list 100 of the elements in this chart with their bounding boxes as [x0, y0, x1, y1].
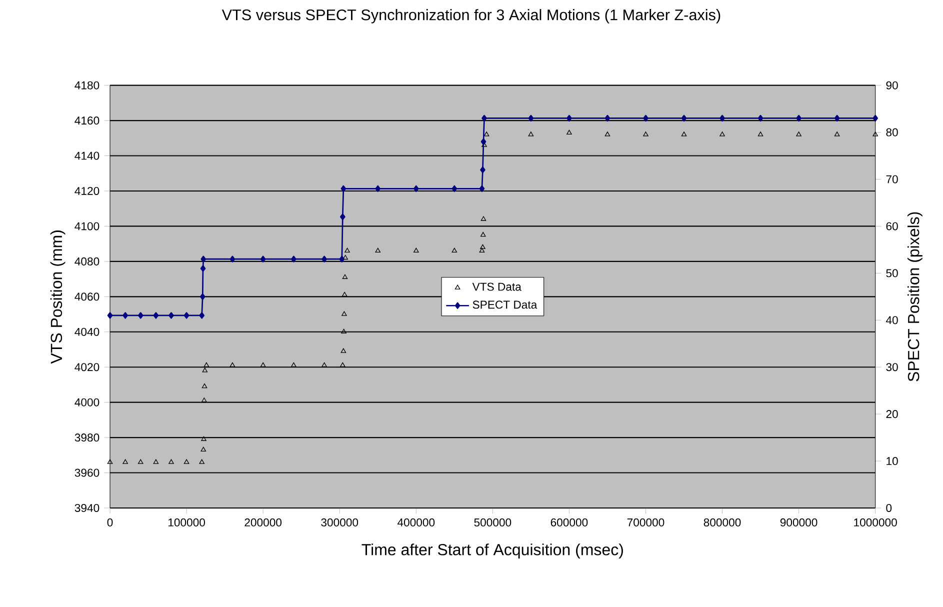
point — [340, 362, 346, 368]
point — [566, 114, 572, 122]
point — [834, 132, 840, 136]
point — [834, 114, 840, 122]
point — [291, 256, 296, 262]
point — [204, 362, 210, 368]
point — [413, 248, 419, 253]
point — [122, 312, 128, 319]
point — [230, 256, 236, 262]
point — [199, 312, 205, 319]
y-tick-label: 4000 — [74, 398, 100, 406]
point — [528, 132, 534, 136]
point — [200, 265, 206, 272]
y2-tick-label: 30 — [886, 363, 898, 372]
point — [480, 216, 486, 221]
y-tick-label: 3940 — [74, 504, 100, 512]
y-tick-label: 4020 — [74, 363, 100, 372]
point — [201, 436, 206, 441]
y2-tick-label: 0 — [886, 504, 892, 512]
point — [260, 256, 266, 262]
y-tick-label: 3960 — [74, 468, 100, 477]
point — [107, 459, 113, 464]
point — [291, 362, 296, 368]
point — [322, 362, 327, 368]
point — [168, 312, 174, 319]
y-tick-label: 4040 — [74, 328, 100, 336]
y-tick-label: 4100 — [74, 222, 100, 230]
point — [720, 114, 725, 122]
x-tick-label: 200000 — [244, 518, 282, 526]
chart-title: VTS versus SPECT Synchronization for 3 Axial Motions (1 Marker Z-axis) — [222, 9, 720, 24]
point — [758, 132, 764, 136]
point — [484, 132, 490, 136]
point — [322, 256, 327, 262]
point — [344, 248, 350, 253]
y2-tick-label: 50 — [886, 269, 898, 278]
x-tick-label: 500000 — [474, 518, 512, 526]
x-tick-label: 0 — [107, 518, 113, 526]
point — [796, 132, 802, 136]
x-tick-label: 100000 — [168, 518, 205, 526]
point — [260, 362, 266, 368]
point — [342, 292, 348, 297]
x-tick-label: 300000 — [321, 518, 358, 526]
point — [720, 132, 725, 136]
x-tick-label: 1000000 — [854, 518, 897, 526]
point — [796, 114, 802, 122]
point — [375, 248, 381, 253]
y2-tick-label: 20 — [886, 410, 898, 418]
point — [153, 312, 159, 319]
point — [413, 185, 419, 192]
point — [168, 459, 174, 464]
point — [604, 132, 610, 136]
point — [340, 185, 346, 192]
point — [138, 459, 144, 464]
point — [200, 293, 206, 300]
point — [643, 132, 648, 136]
legend-label: SPECT Data — [472, 300, 538, 309]
point — [528, 114, 534, 122]
y-tick-label: 4180 — [74, 81, 100, 90]
y2-tick-label: 60 — [886, 222, 898, 230]
point — [184, 459, 190, 464]
x-axis-title: Time after Start of Acquisition (msec) — [362, 544, 623, 558]
point — [199, 459, 204, 464]
point — [202, 398, 207, 402]
y2-tick-label: 10 — [886, 457, 898, 466]
y-tick-label: 4080 — [74, 257, 100, 266]
point — [872, 132, 878, 136]
point — [480, 232, 486, 237]
y-tick-label: 3980 — [74, 434, 100, 442]
point — [122, 459, 128, 464]
point — [342, 274, 348, 279]
point — [107, 312, 113, 319]
point — [230, 362, 236, 368]
point — [479, 185, 485, 192]
x-tick-label: 700000 — [627, 518, 664, 526]
point — [681, 132, 687, 136]
point — [340, 213, 346, 220]
point — [480, 138, 486, 146]
y2-tick-label: 40 — [886, 316, 898, 324]
y-tick-label: 4140 — [74, 152, 100, 160]
y2-axis-title: SPECT Position (pixels) — [908, 212, 922, 382]
point — [482, 114, 487, 122]
point — [200, 446, 206, 452]
point — [479, 248, 485, 253]
point — [200, 256, 206, 262]
point — [480, 166, 486, 174]
y2-tick-label: 70 — [886, 175, 898, 184]
y-tick-label: 4060 — [74, 292, 100, 301]
point — [375, 185, 381, 192]
y-axis-title: VTS Position (mm) — [50, 230, 66, 364]
point — [681, 114, 687, 122]
legend-label: VTS Data — [472, 282, 522, 291]
point — [340, 348, 346, 353]
point — [604, 114, 610, 122]
y2-tick-label: 90 — [886, 81, 898, 90]
point — [202, 368, 208, 372]
point — [452, 185, 458, 192]
point — [872, 114, 878, 122]
x-tick-label: 600000 — [550, 518, 588, 526]
point — [153, 459, 159, 464]
x-tick-label: 400000 — [397, 518, 435, 526]
